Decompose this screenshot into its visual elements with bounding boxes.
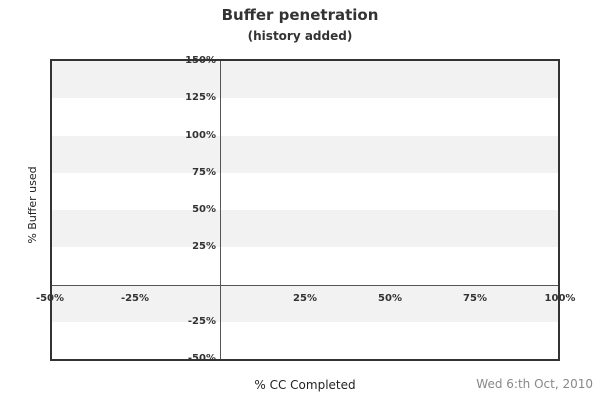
x-tick-label: -50% (35, 293, 65, 304)
y-tick-label: 125% (185, 92, 216, 103)
y-tick-label: 150% (185, 55, 216, 66)
band-row (52, 321, 558, 359)
band-row (52, 247, 558, 285)
x-tick-label: 25% (293, 293, 317, 304)
y-tick-label: -25% (187, 316, 216, 327)
band-row (52, 210, 558, 248)
y-tick-label: -50% (187, 353, 216, 364)
x-tick-label: 50% (378, 293, 402, 304)
x-tick-label: 100% (544, 293, 576, 304)
y-tick-label: 75% (192, 167, 216, 178)
date-annotation: Wed 6:th Oct, 2010 (476, 377, 593, 391)
y-axis-label: % Buffer used (26, 166, 39, 244)
y-tick-label: 50% (192, 204, 216, 215)
x-axis-label: % CC Completed (254, 378, 356, 392)
x-tick-label: 75% (463, 293, 487, 304)
band-row (52, 284, 558, 322)
y-tick-label: 100% (185, 130, 216, 141)
band-row (52, 135, 558, 173)
chart-title: Buffer penetration (221, 6, 379, 24)
x-tick-label: -25% (120, 293, 150, 304)
band-row (52, 98, 558, 136)
y-tick-label: 25% (192, 241, 216, 252)
chart-subtitle: (history added) (247, 29, 353, 43)
x-axis-line (52, 285, 558, 286)
plot-bands (52, 61, 558, 359)
band-row (52, 172, 558, 210)
band-row (52, 61, 558, 99)
y-axis-line (220, 61, 221, 359)
plot-area: 150% 125% 100% 75% 50% 25% -25% -50% -50… (36, 55, 576, 364)
